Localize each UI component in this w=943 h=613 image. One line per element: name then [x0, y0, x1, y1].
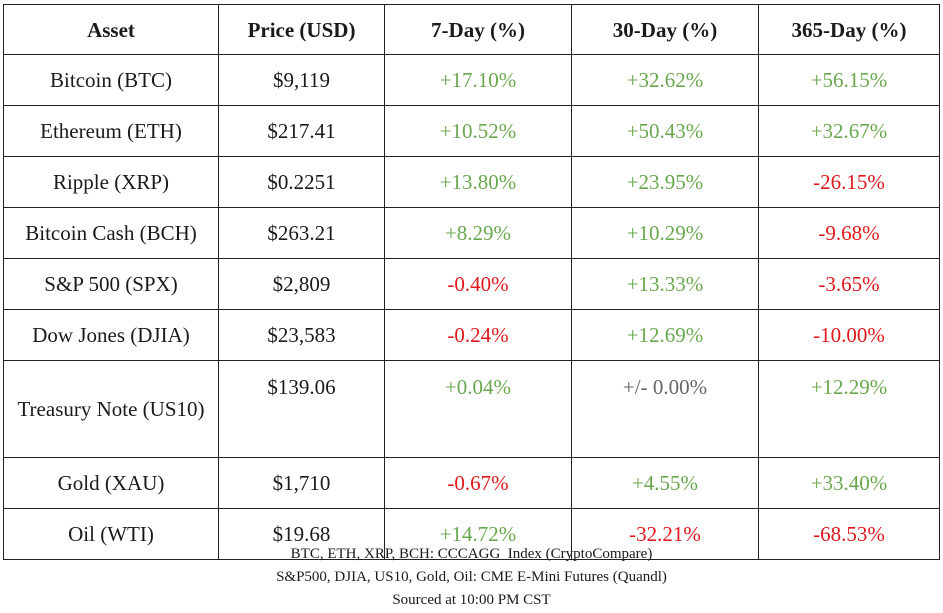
change-30-day-cell: -32.21% [571, 508, 759, 560]
price-cell: $139.06 [218, 360, 385, 458]
change-30-day-cell: +10.29% [571, 207, 759, 259]
asset-cell: Treasury Note (US10) [3, 360, 219, 458]
table-row: Gold (XAU) $1,710 -0.67% +4.55% +33.40% [3, 457, 940, 509]
asset-cell: S&P 500 (SPX) [3, 258, 219, 310]
change-30-day-cell: +/- 0.00% [571, 360, 759, 458]
change-7-day-cell: +10.52% [384, 105, 572, 157]
change-7-day-cell: +17.10% [384, 54, 572, 106]
header-asset: Asset [3, 4, 219, 55]
asset-cell: Gold (XAU) [3, 457, 219, 509]
price-cell: $9,119 [218, 54, 385, 106]
table-row: Bitcoin Cash (BCH) $263.21 +8.29% +10.29… [3, 207, 940, 259]
asset-cell: Ethereum (ETH) [3, 105, 219, 157]
change-7-day-cell: +0.04% [384, 360, 572, 458]
change-365-day-cell: -26.15% [758, 156, 940, 208]
price-cell: $19.68 [218, 508, 385, 560]
asset-performance-table: Asset Price (USD) 7-Day (%) 30-Day (%) 3… [3, 4, 940, 560]
table-row: Oil (WTI) $19.68 +14.72% -32.21% -68.53% [3, 508, 940, 560]
price-cell: $217.41 [218, 105, 385, 157]
change-30-day-cell: +50.43% [571, 105, 759, 157]
change-365-day-cell: +32.67% [758, 105, 940, 157]
change-365-day-cell: +33.40% [758, 457, 940, 509]
change-30-day-cell: +4.55% [571, 457, 759, 509]
table-row: Dow Jones (DJIA) $23,583 -0.24% +12.69% … [3, 309, 940, 361]
change-30-day-cell: +13.33% [571, 258, 759, 310]
table-row: Ripple (XRP) $0.2251 +13.80% +23.95% -26… [3, 156, 940, 208]
source-notes: BTC, ETH, XRP, BCH: CCCAGG Index (Crypto… [0, 543, 943, 612]
price-cell: $23,583 [218, 309, 385, 361]
change-30-day-cell: +32.62% [571, 54, 759, 106]
change-365-day-cell: -3.65% [758, 258, 940, 310]
header-7-day: 7-Day (%) [384, 4, 572, 55]
change-365-day-cell: -68.53% [758, 508, 940, 560]
price-cell: $0.2251 [218, 156, 385, 208]
table-row: Bitcoin (BTC) $9,119 +17.10% +32.62% +56… [3, 54, 940, 106]
table-row: Treasury Note (US10) $139.06 +0.04% +/- … [3, 360, 940, 458]
header-365-day: 365-Day (%) [758, 4, 940, 55]
price-cell: $1,710 [218, 457, 385, 509]
change-7-day-cell: -0.67% [384, 457, 572, 509]
asset-cell: Ripple (XRP) [3, 156, 219, 208]
header-30-day: 30-Day (%) [571, 4, 759, 55]
source-note-futures: S&P500, DJIA, US10, Gold, Oil: CME E-Min… [276, 569, 667, 585]
header-price: Price (USD) [218, 4, 385, 55]
change-365-day-cell: -9.68% [758, 207, 940, 259]
asset-cell: Dow Jones (DJIA) [3, 309, 219, 361]
table-row: S&P 500 (SPX) $2,809 -0.40% +13.33% -3.6… [3, 258, 940, 310]
change-7-day-cell: +8.29% [384, 207, 572, 259]
change-365-day-cell: +56.15% [758, 54, 940, 106]
asset-cell: Bitcoin Cash (BCH) [3, 207, 219, 259]
table-header-row: Asset Price (USD) 7-Day (%) 30-Day (%) 3… [3, 4, 940, 55]
change-7-day-cell: -0.24% [384, 309, 572, 361]
change-365-day-cell: +12.29% [758, 360, 940, 458]
change-365-day-cell: -10.00% [758, 309, 940, 361]
table-row: Ethereum (ETH) $217.41 +10.52% +50.43% +… [3, 105, 940, 157]
change-7-day-cell: -0.40% [384, 258, 572, 310]
change-30-day-cell: +23.95% [571, 156, 759, 208]
change-30-day-cell: +12.69% [571, 309, 759, 361]
asset-cell: Oil (WTI) [3, 508, 219, 560]
source-note-time: Sourced at 10:00 PM CST [392, 592, 551, 608]
source-note-crypto: BTC, ETH, XRP, BCH: CCCAGG Index (Crypto… [290, 546, 653, 562]
change-7-day-cell: +13.80% [384, 156, 572, 208]
asset-cell: Bitcoin (BTC) [3, 54, 219, 106]
price-cell: $263.21 [218, 207, 385, 259]
change-7-day-cell: +14.72% [384, 508, 572, 560]
price-cell: $2,809 [218, 258, 385, 310]
